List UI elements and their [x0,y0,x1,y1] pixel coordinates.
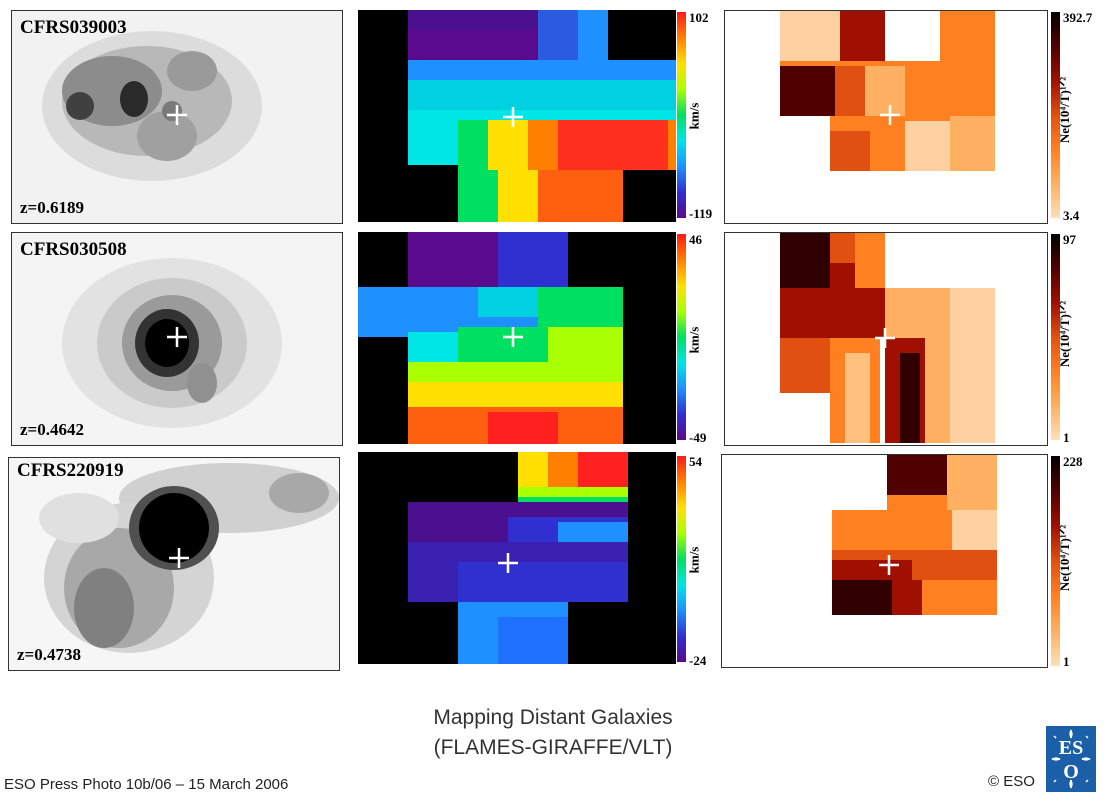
velocity-map-3 [358,452,676,664]
eso-logo-es: ES [1059,737,1083,759]
redshift-label: z=0.4642 [20,420,84,439]
crosshair-icon [167,327,187,347]
copyright-label: © ESO [988,773,1035,790]
galaxy-name: CFRS220919 [17,460,124,481]
eso-logo-icon: ES O [1046,726,1096,792]
velocity-max-label: 46 [689,232,702,247]
velocity-colorbar-1 [677,12,686,218]
density-min-label: 1 [1063,430,1070,445]
galaxy-image-3 [9,458,339,670]
density-colorbar-2 [1051,234,1060,440]
velocity-map-2 [358,232,676,444]
density-panel-2 [724,232,1048,446]
caption-subtitle: (FLAMES-GIRAFFE/VLT) [433,736,673,759]
eso-logo-o: O [1063,761,1079,783]
velocity-min-label: -49 [689,430,707,445]
crosshair-icon [169,548,189,568]
velocity-colorbar-3 [677,456,686,662]
galaxy-name: CFRS039003 [20,17,127,38]
galaxy-name: CFRS030508 [20,239,127,260]
redshift-label: z=0.4738 [17,645,81,664]
image-panel-3: CFRS220919 z=0.4738 [8,457,340,671]
density-unit-label: Ne(10⁴/T)¹ᐟ² [1057,76,1073,144]
density-panel-1 [724,10,1048,224]
velocity-map-1 [358,10,676,222]
density-max-label: 392.7 [1063,10,1093,25]
velocity-max-label: 54 [689,454,702,469]
density-panel-3 [721,454,1048,668]
velocity-unit-label: km/s [686,546,702,574]
galaxy-image-1 [12,11,342,223]
velocity-colorbar-2 [677,234,686,440]
density-max-label: 97 [1063,232,1076,247]
caption-title: Mapping Distant Galaxies [433,706,673,729]
density-colorbar-3 [1051,456,1060,666]
density-colorbar-1 [1051,12,1060,218]
density-max-label: 228 [1063,454,1083,469]
density-min-label: 1 [1063,654,1070,669]
density-unit-label: Ne(10⁴/T)¹ᐟ² [1057,300,1073,368]
image-panel-2: CFRS030508 z=0.4642 [11,232,343,446]
velocity-unit-label: km/s [686,326,702,354]
press-photo-credit: ESO Press Photo 10b/06 – 15 March 2006 [4,776,289,793]
velocity-min-label: -24 [689,653,707,668]
velocity-min-label: -119 [689,206,713,221]
density-unit-label: Ne(10⁴/T)¹ᐟ² [1057,524,1073,592]
crosshair-icon [167,105,187,125]
velocity-max-label: 102 [689,10,709,25]
redshift-label: z=0.6189 [20,198,84,217]
image-panel-1: CFRS039003 z=0.6189 [11,10,343,224]
density-min-label: 3.4 [1063,208,1080,223]
velocity-unit-label: km/s [686,102,702,130]
